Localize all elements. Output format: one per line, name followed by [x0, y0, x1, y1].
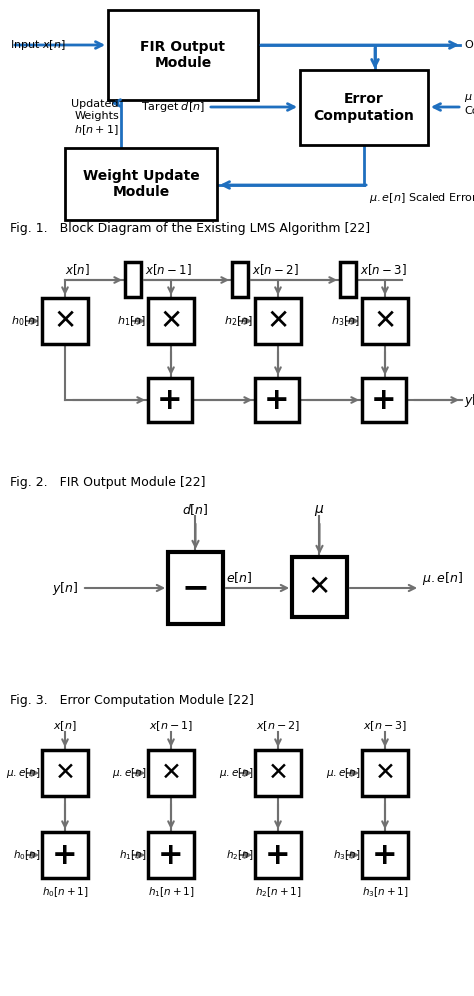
Text: Fig. 3.   Error Computation Module [22]: Fig. 3. Error Computation Module [22]	[10, 693, 254, 706]
Text: $x[n-2]$: $x[n-2]$	[256, 719, 300, 733]
Text: $h_2[n+1]$: $h_2[n+1]$	[255, 885, 301, 899]
Text: $\mu.e[n]$: $\mu.e[n]$	[422, 570, 463, 587]
Text: $x[n]$: $x[n]$	[53, 719, 77, 733]
Text: $h_3[n]$: $h_3[n]$	[331, 314, 360, 328]
Text: $h_0[n]$: $h_0[n]$	[13, 848, 40, 862]
Text: Error
Computation: Error Computation	[314, 93, 414, 123]
Text: $h_2[n]$: $h_2[n]$	[224, 314, 253, 328]
Text: +: +	[52, 841, 78, 870]
Text: $d[n]$: $d[n]$	[182, 503, 209, 518]
Bar	[340, 262, 356, 297]
Text: Input $x[n]$: Input $x[n]$	[10, 38, 66, 52]
Text: ✕: ✕	[374, 307, 397, 335]
Text: $h_1[n]$: $h_1[n]$	[118, 848, 146, 862]
Text: ✕: ✕	[266, 307, 290, 335]
Text: −: −	[182, 572, 210, 605]
Text: +: +	[264, 385, 290, 414]
Bar	[42, 750, 88, 796]
Text: Output $y[n]$: Output $y[n]$	[464, 38, 474, 52]
Text: $x[n]$: $x[n]$	[65, 263, 90, 278]
Text: $\mu.e[n]$: $\mu.e[n]$	[6, 766, 40, 780]
Text: $h_0[n+1]$: $h_0[n+1]$	[42, 885, 88, 899]
Text: $x[n-3]$: $x[n-3]$	[363, 719, 407, 733]
Text: +: +	[265, 841, 291, 870]
Text: +: +	[372, 841, 398, 870]
Text: $y[n]$: $y[n]$	[52, 580, 78, 597]
Text: ✕: ✕	[308, 573, 331, 601]
Text: FIR Output
Module: FIR Output Module	[140, 40, 226, 70]
Text: $x[n-1]$: $x[n-1]$	[149, 719, 193, 733]
Text: $\mu.e[n]$: $\mu.e[n]$	[326, 766, 360, 780]
Bar	[362, 750, 408, 796]
Bar	[65, 148, 217, 220]
Bar	[362, 298, 408, 344]
Text: $y[n]$: $y[n]$	[464, 391, 474, 408]
Text: $\mu$: $\mu$	[314, 503, 325, 518]
Text: +: +	[371, 385, 397, 414]
Text: +: +	[158, 841, 184, 870]
Text: $\mu.e[n]$ Scaled Error: $\mu.e[n]$ Scaled Error	[369, 191, 474, 205]
Text: $e[n]$: $e[n]$	[226, 571, 252, 586]
Bar	[362, 832, 408, 878]
Text: $x[n-1]$: $x[n-1]$	[145, 263, 192, 278]
Bar	[125, 262, 141, 297]
Text: $h_0[n]$: $h_0[n]$	[11, 314, 40, 328]
Bar	[255, 750, 301, 796]
Text: Weight Update
Module: Weight Update Module	[82, 169, 200, 199]
Text: ✕: ✕	[159, 307, 182, 335]
Text: $h_2[n]$: $h_2[n]$	[226, 848, 253, 862]
Bar	[148, 298, 194, 344]
Bar	[108, 10, 258, 100]
Bar	[255, 378, 299, 422]
Text: Updated
Weights
$h[n+1]$: Updated Weights $h[n+1]$	[72, 100, 119, 136]
Bar	[232, 262, 248, 297]
Text: Fig. 2.   FIR Output Module [22]: Fig. 2. FIR Output Module [22]	[10, 475, 206, 488]
Text: ✕: ✕	[55, 761, 75, 785]
Text: +: +	[157, 385, 183, 414]
Text: $h_3[n]$: $h_3[n]$	[333, 848, 360, 862]
Text: $h_1[n]$: $h_1[n]$	[117, 314, 146, 328]
Text: Target $d[n]$: Target $d[n]$	[141, 100, 205, 114]
Bar	[168, 552, 223, 624]
Bar	[300, 70, 428, 145]
Bar	[42, 298, 88, 344]
Bar	[362, 378, 406, 422]
Text: ✕: ✕	[161, 761, 182, 785]
Bar	[255, 298, 301, 344]
Text: $\mu.e[n]$: $\mu.e[n]$	[112, 766, 146, 780]
Text: $x[n-3]$: $x[n-3]$	[360, 263, 407, 278]
Bar	[148, 378, 192, 422]
Text: $x[n-2]$: $x[n-2]$	[252, 263, 299, 278]
Bar	[148, 832, 194, 878]
Text: $\mu$ Convergence
Coefficient: $\mu$ Convergence Coefficient	[464, 91, 474, 116]
Text: $h_3[n+1]$: $h_3[n+1]$	[362, 885, 408, 899]
Text: ✕: ✕	[54, 307, 77, 335]
Text: ✕: ✕	[374, 761, 395, 785]
Bar	[255, 832, 301, 878]
Bar	[148, 750, 194, 796]
Text: ✕: ✕	[267, 761, 289, 785]
Text: $\mu.e[n]$: $\mu.e[n]$	[219, 766, 253, 780]
Text: Fig. 1.   Block Diagram of the Existing LMS Algorithm [22]: Fig. 1. Block Diagram of the Existing LM…	[10, 221, 370, 234]
Text: $h_1[n+1]$: $h_1[n+1]$	[148, 885, 194, 899]
Bar	[292, 557, 347, 617]
Bar	[42, 832, 88, 878]
